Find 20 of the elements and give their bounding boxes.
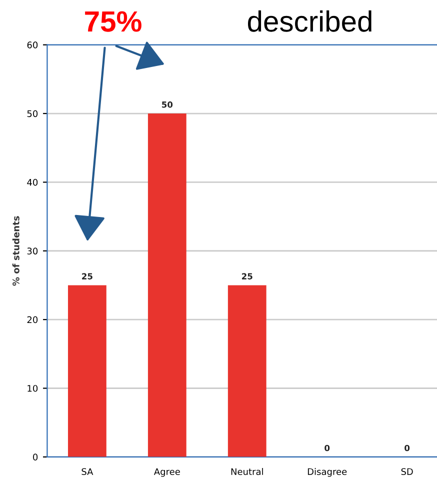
data-label: 25 bbox=[242, 273, 252, 280]
x-tick-label: Disagree bbox=[308, 468, 347, 477]
x-tick-label: SA bbox=[82, 468, 94, 476]
data-label: 25 bbox=[82, 273, 92, 280]
y-tick-label: 10 bbox=[28, 384, 38, 392]
y-axis-title: % of students bbox=[12, 216, 20, 286]
y-tick-label: 30 bbox=[27, 248, 38, 254]
x-tick-label: Neutral bbox=[231, 468, 263, 476]
data-label: 0 bbox=[324, 444, 330, 452]
y-tick-label: 50 bbox=[27, 110, 38, 118]
y-tick-label: 60 bbox=[27, 42, 38, 48]
y-tick-label: 20 bbox=[27, 316, 38, 324]
y-tick-label: 0 bbox=[33, 454, 38, 460]
data-label: 0 bbox=[404, 444, 410, 452]
text: described bbox=[248, 10, 372, 32]
y-tick-label: 40 bbox=[27, 178, 38, 186]
data-label: 50 bbox=[162, 101, 173, 108]
x-tick-label: Agree bbox=[154, 468, 180, 477]
x-tick-label: SD bbox=[401, 468, 413, 476]
text: 75% bbox=[85, 11, 142, 32]
